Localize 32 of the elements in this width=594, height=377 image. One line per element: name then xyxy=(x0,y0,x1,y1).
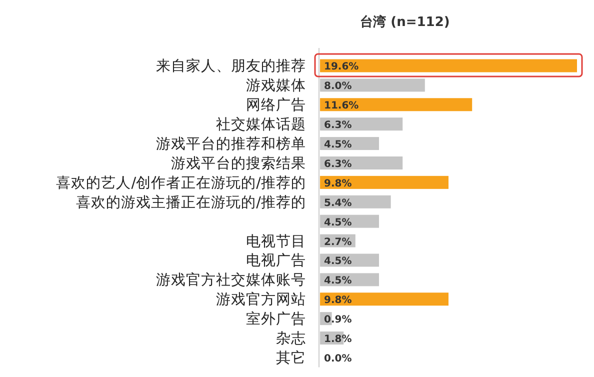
data-label: 4.5% xyxy=(324,140,352,151)
data-label: 1.8% xyxy=(324,334,352,346)
data-label: 19.6% xyxy=(324,62,359,73)
data-label: 9.8% xyxy=(324,178,352,190)
data-label: 9.8% xyxy=(324,295,352,306)
y-tick-label: 其它 xyxy=(276,349,306,366)
data-label: 2.7% xyxy=(324,236,352,248)
y-tick-label: 杂志 xyxy=(276,330,306,348)
y-tick-label: 游戏官方社交媒体账号 xyxy=(156,272,306,289)
data-label: 11.6% xyxy=(324,100,359,112)
data-label: 8.0% xyxy=(324,81,352,92)
y-tick-label: 喜欢的游戏主播正在游玩的/推荐的 xyxy=(76,194,306,211)
title: 台湾 (n=112) xyxy=(360,15,450,30)
y-tick-label: 社交媒体话题 xyxy=(216,116,306,134)
y-tick-label: 来自家人、朋友的推荐 xyxy=(156,58,306,75)
data-label: 0.0% xyxy=(324,353,352,364)
y-tick-label: 电视广告 xyxy=(246,252,306,270)
y-tick-label: 游戏平台的搜索结果 xyxy=(171,154,306,172)
y-tick-label: 游戏媒体 xyxy=(246,77,306,94)
y-tick-label: 喜欢的艺人/创作者正在游玩的/推荐的 xyxy=(56,174,306,192)
data-label: 6.3% xyxy=(324,158,352,170)
y-tick-label: 电视节目 xyxy=(246,232,306,250)
data-label: 0.9% xyxy=(324,314,352,326)
data-label: 6.3% xyxy=(324,120,352,132)
data-label: 4.5% xyxy=(324,276,352,287)
y-tick-label: 游戏平台的推荐和榜单 xyxy=(156,136,306,153)
data-label: 5.4% xyxy=(324,198,352,209)
y-tick-label: 室外广告 xyxy=(246,310,306,328)
y-tick-label: 游戏官方网站 xyxy=(216,291,306,308)
y-tick-label: 网络广告 xyxy=(246,96,306,114)
data-label: 4.5% xyxy=(324,256,352,268)
data-label: 4.5% xyxy=(324,217,352,228)
